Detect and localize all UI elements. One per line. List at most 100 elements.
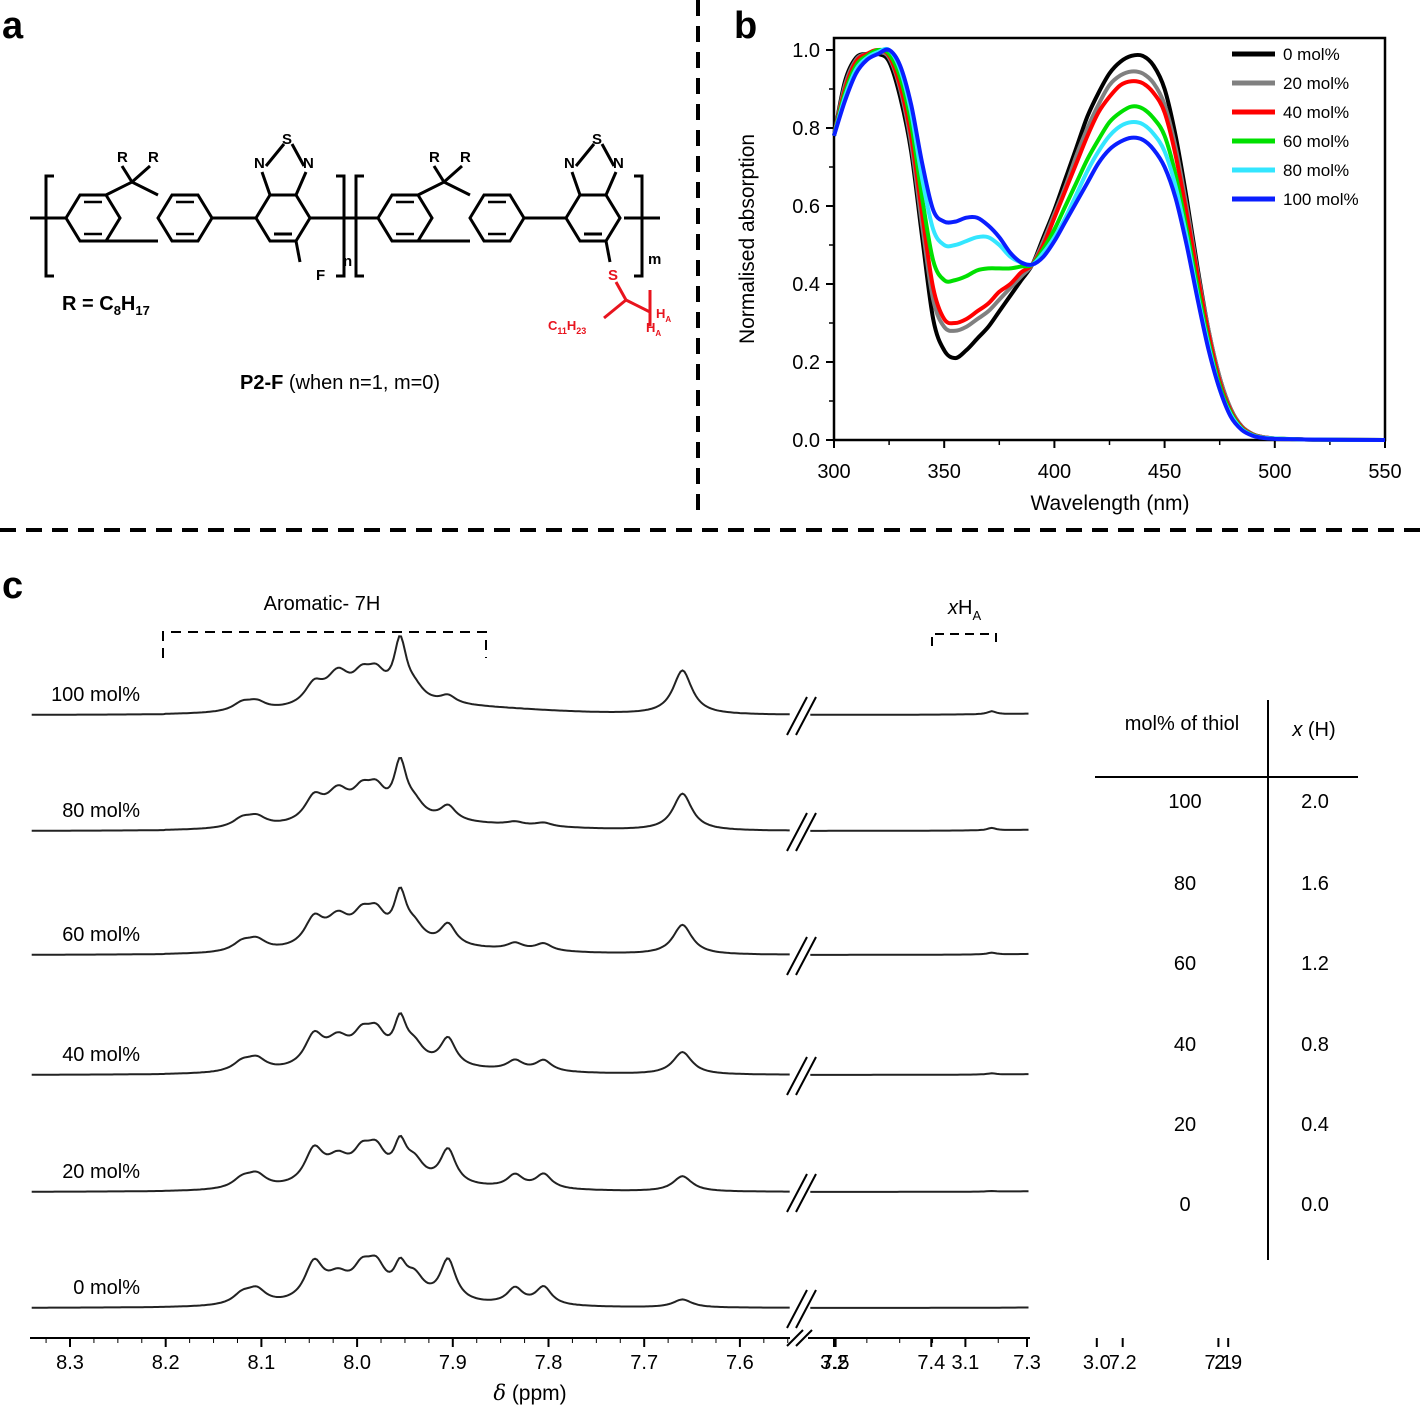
svg-text:HA: HA [656,306,671,324]
nmr-spectrum-trace-aliphatic [810,951,1029,956]
break-mark [795,1056,817,1096]
nmr-spectrum-trace-aliphatic [810,1189,1029,1193]
nmr-spectrum-trace [31,1254,790,1309]
chart-legend: 0 mol% 20 mol% 40 mol% 60 mol% 80 mol% 100 mo… [1232,45,1359,209]
spectrum-label: 80 mol% [62,800,140,822]
legend-label: 60 mol% [1283,132,1349,151]
thiol-table: mol% of thiol x (H) 100 2.0 80 1.6 60 1.2 40 0.… [1095,700,1358,1260]
legend-label: 100 mol% [1283,190,1359,209]
nmr-spectra: 100 mol% 80 mol% 60 mol% 40 mol% 20 mol% 0 mo… [31,635,1029,1309]
table-cell-x: 0.8 [1301,1034,1329,1056]
ppm-tick-label: 7.7 [630,1352,658,1374]
spectrum-label: 40 mol% [62,1044,140,1066]
break-mark [795,1289,817,1329]
ppm-tick-label: 7.9 [439,1352,467,1374]
panel-c-letter: c [2,565,23,607]
nmr-spectrum-trace [31,635,790,716]
panel-a-letter: a [2,5,24,47]
table-cell-x: 1.2 [1301,953,1329,975]
legend-label: 0 mol% [1283,45,1340,64]
ppm-tick-label: 3.0 [1083,1352,1111,1374]
table-header-x: x (H) [1291,719,1335,741]
atom-r: R [460,149,471,166]
xha-label: xHA [947,597,981,623]
side-chain-labels: C11H23 HA HA [548,306,671,338]
table-cell-x: 2.0 [1301,791,1329,813]
chart-y-axis-title: Normalised absorption [736,134,759,344]
ppm-tick-label: 7.3 [1013,1352,1041,1374]
spectrum-label: 100 mol% [51,684,140,706]
nmr-spectrum-trace [31,886,790,956]
ppm-tick-label: 7.4 [917,1352,945,1374]
x-tick-label: 350 [928,461,961,483]
legend-label: 80 mol% [1283,161,1349,180]
nmr-spectrum-trace-aliphatic [810,826,1029,832]
atom-n: N [564,155,575,172]
nmr-spectrum-trace-aliphatic [810,710,1029,716]
ppm-tick-label: 8.2 [152,1352,180,1374]
thiol-side-chain [603,281,652,326]
break-mark [795,1173,817,1213]
ppm-tick-label: 7.5 [822,1352,850,1374]
break-mark [795,936,817,976]
subscript-a: A [665,315,671,324]
r-definition: R = C8H17 [62,293,150,318]
aromatic-bracket [162,631,487,658]
nmr-spectrum-trace [31,756,790,832]
break-mark [786,696,808,736]
ppm-tick-label: 8.3 [56,1352,84,1374]
table-cell-mol: 100 [1168,791,1201,813]
x-tick-label: 300 [817,461,850,483]
aromatic-label: Aromatic- 7H [264,593,381,615]
atom-c: C [548,318,558,333]
bracket-n-right [336,174,346,278]
bracket-m-right [634,174,644,278]
y-tick-label: 0.2 [792,352,820,374]
x-tick-label: 550 [1368,461,1401,483]
subscript-11: 11 [557,326,567,336]
y-tick-label: 0.4 [792,274,820,296]
spectrum-label: 0 mol% [73,1277,140,1299]
atom-s-thiol: S [608,267,618,284]
break-mark [786,812,808,852]
panel-b-letter: b [734,5,757,47]
ppm-tick-label: 7.1 [1204,1352,1232,1374]
bracket-m-left [354,174,364,278]
table-header-mol: mol% of thiol [1125,713,1240,735]
chart-series [832,46,1386,442]
ppm-tick-label: 8.0 [343,1352,371,1374]
break-mark [786,1173,808,1213]
break-mark [795,696,817,736]
atom-r: R [148,149,159,166]
break-mark [786,1056,808,1096]
svg-text:HA: HA [646,320,661,338]
subscript-m: m [648,251,661,268]
polymer-caption: P2-F (when n=1, m=0) [240,372,440,394]
polymer-structure [30,143,660,278]
axis-break-mark [795,1329,813,1347]
table-cell-x: 0.0 [1301,1194,1329,1216]
nmr-axis-ticks: 8.3 8.2 8.1 8.0 7.9 7.8 7.7 7.6 7.5 7.4 7.3 7.2 7.1 3… [45,1338,1242,1374]
table-cell-mol: 60 [1174,953,1196,975]
y-tick-label: 0.8 [792,118,820,140]
y-tick-label: 0.6 [792,196,820,218]
ppm-tick-label: 7.6 [726,1352,754,1374]
ppm-tick-label: 3.2 [820,1352,848,1374]
atom-r: R [429,149,440,166]
subscript-n: n [343,253,352,270]
legend-label: 20 mol% [1283,74,1349,93]
atom-f: F [316,267,325,284]
series-line [832,47,1386,442]
axis-break-marks [786,696,817,1347]
table-cell-mol: 80 [1174,873,1196,895]
atom-r: R [117,149,128,166]
fluorene-ring-2a [376,193,434,243]
panel-c: c Aromatic- 7H xHA 100 mol% 80 mol% 60 mol… [2,565,1358,1405]
svg-text:C11H23: C11H23 [548,318,586,336]
fluorene-ring-1a [64,193,122,243]
x-tick-label: 500 [1258,461,1291,483]
atom-h-a: H [646,320,655,335]
ppm-tick-label: 8.1 [247,1352,275,1374]
break-mark [786,936,808,976]
